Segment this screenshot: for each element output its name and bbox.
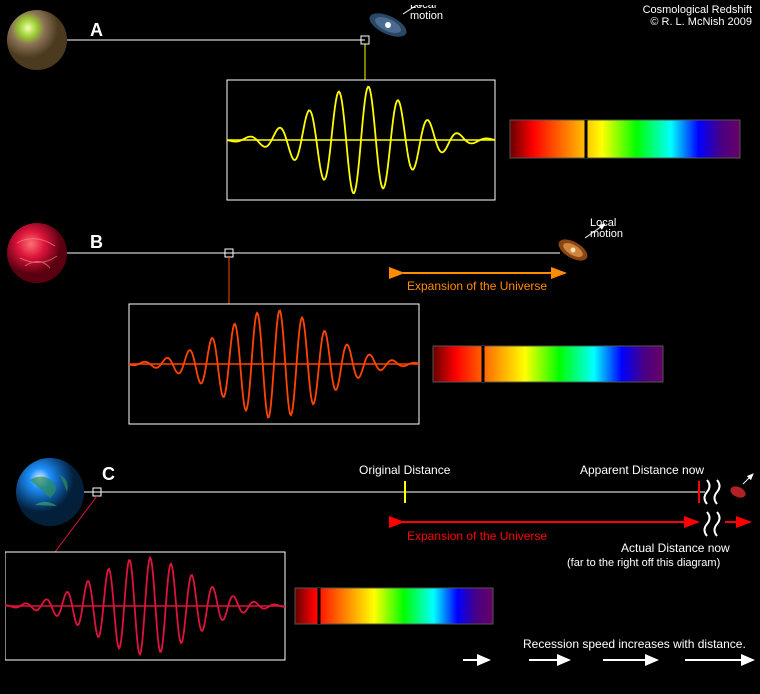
planet-a bbox=[7, 10, 67, 70]
recession-arrows: Recession speed increases with distance. bbox=[463, 637, 753, 660]
actual-distance-label: Actual Distance now bbox=[621, 541, 730, 555]
break-bottom bbox=[705, 512, 720, 536]
galaxy-c bbox=[729, 484, 748, 500]
spectrum-c bbox=[295, 588, 493, 624]
wavebox-c bbox=[5, 552, 285, 660]
planet-b bbox=[7, 223, 67, 283]
spectrum-a bbox=[510, 120, 740, 158]
actual-distance-sub: (far to the right off this diagram) bbox=[567, 557, 720, 569]
original-distance-label: Original Distance bbox=[359, 463, 451, 477]
panel-c-svg: Original Distance Apparent Distance now … bbox=[5, 450, 755, 690]
spectrum-b bbox=[433, 346, 663, 382]
apparent-distance-label: Apparent Distance now bbox=[580, 463, 704, 477]
galaxy-b bbox=[555, 235, 591, 265]
expansion-label-b: Expansion of the Universe bbox=[407, 279, 547, 293]
break-top bbox=[705, 480, 720, 504]
svg-text:motion: motion bbox=[410, 10, 443, 22]
recession-label: Recession speed increases with distance. bbox=[523, 637, 746, 651]
expansion-label-c: Expansion of the Universe bbox=[407, 529, 547, 543]
wavebox-b bbox=[129, 304, 419, 424]
wavebox-a bbox=[227, 80, 495, 200]
svg-text:motion: motion bbox=[590, 228, 623, 240]
panel-a-svg: Local motion bbox=[5, 5, 745, 205]
panel-b-svg: Local motion Expansion of the Universe bbox=[5, 218, 745, 428]
